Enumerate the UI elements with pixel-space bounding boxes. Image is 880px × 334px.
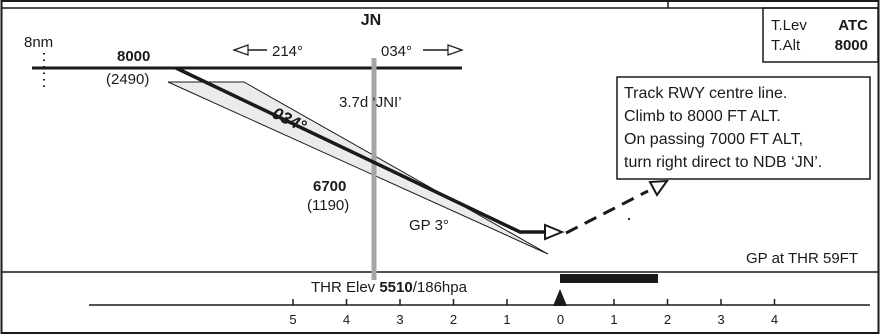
t-lev-label: T.Lev — [771, 17, 807, 34]
scale-tick-label: 0 — [557, 312, 564, 327]
missed-approach-box: Track RWY centre line. Climb to 8000 FT … — [616, 76, 871, 180]
thr-elev-prefix: THR Elev — [311, 279, 379, 296]
t-alt-value: 8000 — [835, 37, 868, 54]
missed-approach-dot — [627, 217, 631, 221]
dme-fix-label: 3.7d ‘JNI’ — [339, 94, 402, 111]
missed-approach-line-3: On passing 7000 FT ALT, — [624, 131, 803, 148]
glidepath-label: GP 3° — [409, 217, 449, 234]
scale-tick-label: 4 — [343, 312, 350, 327]
scale-tick-label: 5 — [289, 312, 296, 327]
scale-tick-label: 2 — [664, 312, 671, 327]
altitude-6700-height: (1190) — [307, 197, 349, 214]
distance-label: 8nm — [24, 34, 53, 51]
threshold-elevation: THR Elev 5510/186hpa — [311, 279, 468, 296]
t-lev-value: ATC — [838, 17, 868, 34]
missed-approach-line-2: Climb to 8000 FT ALT. — [624, 108, 781, 125]
scale-tick-label: 4 — [771, 312, 778, 327]
fix-name: JN — [361, 12, 381, 29]
altitude-8000: 8000 — [117, 48, 150, 65]
bearing-inbound-label: 034° — [381, 43, 412, 60]
thr-elev-value: 5510 — [379, 279, 412, 296]
descent-path — [175, 66, 550, 234]
thr-elev-suffix: /186hpa — [413, 279, 468, 296]
missed-approach-track — [565, 189, 649, 235]
altitude-8000-height: (2490) — [106, 71, 149, 88]
scale-tick-label: 3 — [717, 312, 724, 327]
scale-tick-label: 3 — [396, 312, 403, 327]
threshold-marker — [553, 289, 567, 306]
scale-tick-label: 1 — [610, 312, 617, 327]
t-alt-label: T.Alt — [771, 37, 801, 54]
missed-approach-line-4: turn right direct to NDB ‘JN’. — [624, 154, 822, 171]
runway-bar — [560, 274, 658, 283]
gp-threshold-label: GP at THR 59FT — [746, 250, 858, 267]
missed-approach-line-1: Track RWY centre line. — [624, 85, 787, 102]
descent-path-arrowhead — [544, 223, 565, 241]
bearing-inbound: 034° — [381, 43, 464, 60]
altitude-6700: 6700 — [313, 178, 346, 195]
distance-scale-ticks: 5 4 3 2 1 0 1 2 3 4 — [289, 299, 778, 327]
bearing-outbound-label: 214° — [272, 43, 303, 60]
transition-box: T.Lev ATC T.Alt 8000 — [762, 7, 879, 63]
bearing-outbound: 214° — [232, 43, 303, 60]
scale-tick-label: 2 — [450, 312, 457, 327]
missed-approach-arrowhead — [648, 179, 670, 197]
scale-tick-label: 1 — [503, 312, 510, 327]
